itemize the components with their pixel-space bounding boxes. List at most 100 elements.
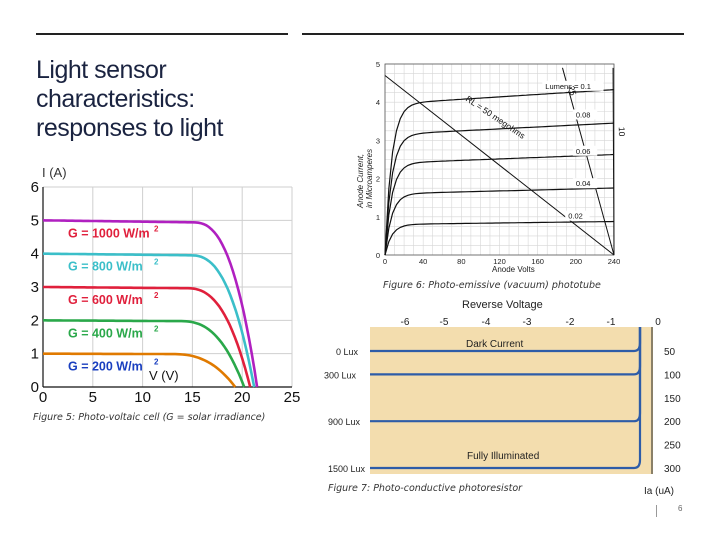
pv-ylabel: I (A)	[42, 165, 67, 180]
pv-curve	[43, 252, 256, 388]
pt-series-label-group: 0.04	[572, 178, 598, 189]
pr-xtick-label: -4	[482, 317, 491, 328]
pv-curve	[43, 352, 237, 388]
pv-chart: I (A) G = 1000 W/m 2 G = 800 W/m 2 G = 600 W…	[31, 165, 301, 406]
pr-title: Reverse Voltage	[462, 299, 543, 311]
pt-series-label-bg	[542, 80, 604, 91]
pr-xtick-label: 0	[655, 317, 661, 328]
pr-xtick-label: -1	[607, 317, 616, 328]
pr-band-label: Dark Current	[466, 339, 523, 350]
pt-xtick-label: 80	[457, 257, 465, 266]
pt-series-label-bg	[572, 178, 598, 189]
pv-xtick-label: 15	[184, 389, 201, 406]
pv-series-label-sup: 2	[154, 324, 159, 333]
pr-lux-label: 900 Lux	[328, 417, 361, 427]
pr-xtick-label: -5	[440, 317, 449, 328]
pt-load-line	[612, 67, 615, 256]
pr-caption: Figure 7: Photo-conductive photoresistor	[328, 483, 523, 494]
pv-xtick-label: 5	[89, 389, 97, 406]
slide-title-line-1: Light sensor	[36, 56, 167, 84]
pv-ticks: 0 5 10 15 20 25 0 1 2 3 4 5 6	[31, 179, 301, 406]
pt-ytick-label: 4	[376, 98, 380, 107]
slide-title-line-3: responses to light	[36, 114, 223, 142]
pr-right-label: Ia (uA)	[644, 486, 674, 497]
pt-ticks: 0 40 80 120 160 200 240 0 1 2 3 4 5	[376, 60, 620, 266]
pt-series-label: 0.06	[576, 147, 591, 156]
pt-ylabel-line-1: Anode Current,	[356, 154, 365, 209]
pt-series-label-bg	[565, 210, 590, 221]
pt-ytick-label: 1	[376, 213, 380, 222]
footer-divider	[656, 505, 657, 517]
pv-series-label: G = 200 W/m	[68, 360, 143, 374]
pr-xtick-label: -6	[401, 317, 410, 328]
pv-series-label-sup: 2	[154, 291, 159, 300]
pv-curve	[43, 285, 252, 388]
pt-xlabel: Anode Volts	[492, 265, 535, 274]
pv-ytick-label: 0	[31, 379, 39, 396]
pt-series-label: 0.04	[576, 179, 591, 188]
pt-annotation-25: 25	[566, 85, 578, 97]
pt-curve	[384, 122, 615, 256]
pt-annotation-10: 10	[617, 127, 627, 137]
pt-load-line	[561, 67, 615, 256]
pr-lux-label: 0 Lux	[336, 347, 359, 357]
pv-curves	[42, 219, 259, 388]
pt-curve	[384, 153, 615, 256]
pt-ytick-label: 2	[376, 175, 380, 184]
pr-right-tick-label: 50	[664, 347, 676, 358]
pr-right-tick-label: 150	[664, 394, 681, 405]
pt-series-label-bg	[572, 109, 598, 120]
pt-series-label: 0.08	[576, 110, 591, 119]
pv-xlabel: V (V)	[149, 368, 179, 383]
pv-xtick-label: 20	[234, 389, 251, 406]
pr-right-tick-label: 100	[664, 370, 681, 381]
pv-series-label: G = 600 W/m	[68, 293, 143, 307]
pv-series-label: G = 800 W/m	[68, 260, 143, 274]
pv-series-label-sup: 2	[154, 224, 159, 233]
pv-xtick-label: 10	[134, 389, 151, 406]
pt-series-label-bg	[572, 145, 598, 156]
pt-curves	[384, 67, 615, 256]
page-number: 6	[678, 504, 683, 513]
pv-curve	[42, 219, 259, 388]
pv-ytick-label: 6	[31, 179, 39, 196]
pr-curve	[370, 327, 642, 470]
pt-series-label: 0.02	[568, 212, 583, 221]
pr-xtick-label: -3	[523, 317, 532, 328]
pt-xtick-label: 40	[419, 257, 427, 266]
pr-right-tick-label: 200	[664, 417, 681, 428]
pv-xtick-label: 0	[39, 389, 47, 406]
pv-ytick-label: 4	[31, 246, 39, 263]
slide-title: Light sensor characteristics: responses …	[36, 56, 306, 143]
pt-ytick-label: 0	[376, 251, 380, 260]
pv-ytick-label: 5	[31, 212, 39, 229]
pv-ytick-label: 1	[31, 346, 39, 363]
pv-series-label-sup: 2	[154, 258, 159, 267]
pt-xtick-label: 160	[531, 257, 544, 266]
pt-xtick-label: 240	[608, 257, 621, 266]
photoresistor-chart: -6 -5 -4 -3 -2 -1 0 50 100 150 200 250 300 0 Lux 300 L…	[324, 299, 681, 497]
slide-title-line-2: characteristics:	[36, 85, 195, 113]
pv-ytick-label: 2	[31, 312, 39, 329]
pv-series-label: G = 1000 W/m	[68, 226, 150, 240]
pt-ytick-label: 5	[376, 60, 380, 69]
pr-lux-label: 1500 Lux	[328, 464, 366, 474]
pv-ytick-label: 3	[31, 279, 39, 296]
pr-band-label: Fully Illuminated	[467, 451, 539, 462]
pr-curves	[370, 327, 653, 474]
pt-ytick-label: 3	[376, 136, 380, 145]
pt-series-label-group: Lumens = 0.1	[542, 80, 604, 91]
pr-right-tick-label: 250	[664, 441, 681, 452]
pt-ylabel-line-2: in Microamperes	[365, 149, 374, 208]
pt-curve	[384, 89, 615, 256]
pt-curve	[384, 187, 615, 256]
pt-caption: Figure 6: Photo-emissive (vacuum) photot…	[383, 280, 601, 291]
pt-xtick-label: 120	[493, 257, 506, 266]
pt-xtick-label: 200	[570, 257, 583, 266]
pr-lux-label: 300 Lux	[324, 370, 357, 380]
pt-curve	[384, 220, 615, 256]
pv-legend: G = 1000 W/m 2 G = 800 W/m 2 G = 600 W/m 2 G =…	[68, 224, 159, 373]
pr-xtick-label: -2	[566, 317, 575, 328]
header-rule-left	[36, 33, 288, 35]
